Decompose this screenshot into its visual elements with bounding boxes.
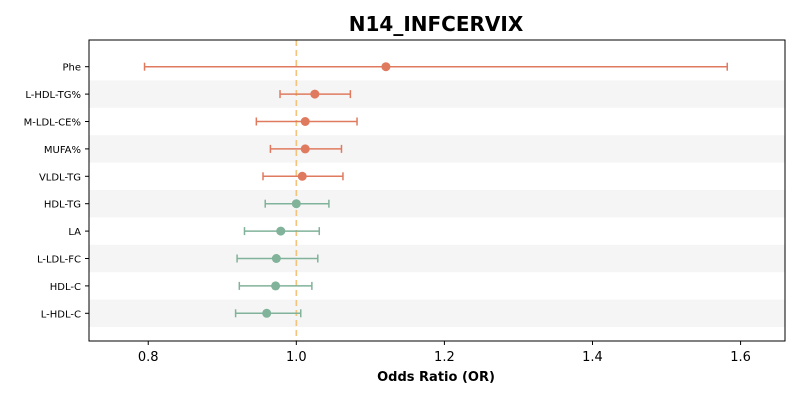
y-tick-label: HDL-C [50,282,81,293]
or-point [291,199,301,209]
or-point [262,308,272,318]
y-tick-label: M-LDL-CE% [24,118,81,129]
or-point [310,89,320,99]
x-tick-label: 1.2 [434,350,455,365]
y-tick-label: Phe [62,63,81,74]
x-tick-label: 0.8 [138,350,159,365]
plot-frame [88,39,786,342]
x-axis-label: Odds Ratio (OR) [377,370,495,385]
row-band [89,299,785,327]
y-tick-label: LA [68,227,81,238]
or-point [276,226,286,236]
x-tick-label: 1.4 [582,350,603,365]
or-point [381,62,391,72]
y-tick-label: L-LDL-FC [37,255,81,266]
y-tick-label: L-HDL-TG% [25,90,81,101]
x-axis: 0.8 1.0 1.2 1.4 1.6 [138,341,751,365]
or-point [271,254,281,263]
data-marks [143,62,728,318]
y-tick-label: MUFA% [44,145,81,156]
or-point [271,281,281,291]
or-point [297,171,307,181]
row-band [89,135,785,163]
row-bands [89,80,785,327]
chart-title: N14_INFCERVIX [349,12,524,36]
y-axis: Phe L-HDL-TG% M-LDL-CE% MUFA% VLDL-TG HDL-TG L… [24,63,89,320]
or-point [300,117,310,126]
row-band [89,80,785,108]
y-tick-label: HDL-TG [44,200,81,211]
y-tick-label: L-HDL-C [41,309,81,320]
row-band [89,190,785,218]
row-band [89,244,785,273]
x-tick-label: 1.6 [730,350,751,365]
y-tick-label: VLDL-TG [39,172,81,183]
or-point [300,144,310,154]
x-tick-label: 1.0 [286,350,307,365]
